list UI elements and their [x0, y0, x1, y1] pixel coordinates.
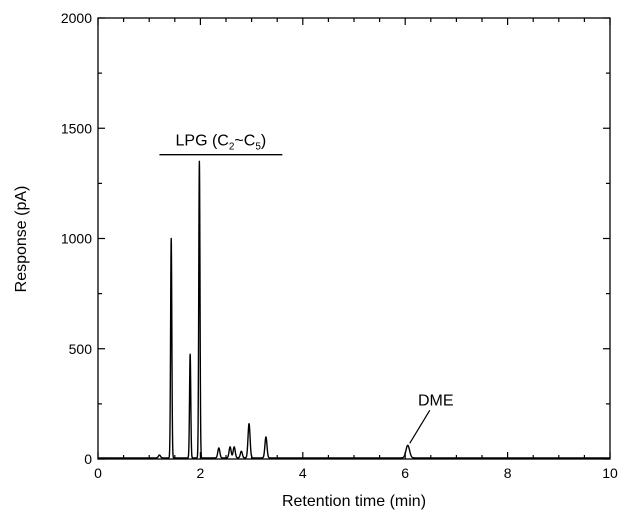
axes: [97, 17, 611, 460]
x-tick-label: 6: [401, 465, 409, 481]
y-tick-label: 1500: [61, 120, 92, 136]
lpg-label: LPG (C2~C5): [176, 133, 267, 153]
dme-leader-line: [409, 410, 431, 444]
annotations: LPG (C2~C5) DME: [159, 133, 454, 444]
y-axis-label: Response (pA): [13, 186, 30, 293]
x-tick-label: 0: [94, 465, 102, 481]
x-tick-label: 8: [504, 465, 512, 481]
x-tick-label: 4: [299, 465, 307, 481]
plot-frame: [97, 17, 611, 460]
x-axis-label: Retention time (min): [282, 493, 426, 510]
series: [97, 160, 611, 459]
y-tick-label: 1000: [61, 231, 92, 247]
signal-trace: [97, 160, 611, 459]
x-tick-label: 2: [197, 465, 205, 481]
x-tick-label: 10: [602, 465, 618, 481]
y-tick-label: 0: [84, 451, 92, 467]
ticks: [97, 17, 611, 460]
dme-label: DME: [418, 392, 454, 409]
y-tick-label: 500: [69, 341, 93, 357]
y-tick-label: 2000: [61, 10, 92, 26]
tick-labels: 0 2 4 6 8 10 0 500 1000 1500 2000: [61, 10, 618, 481]
